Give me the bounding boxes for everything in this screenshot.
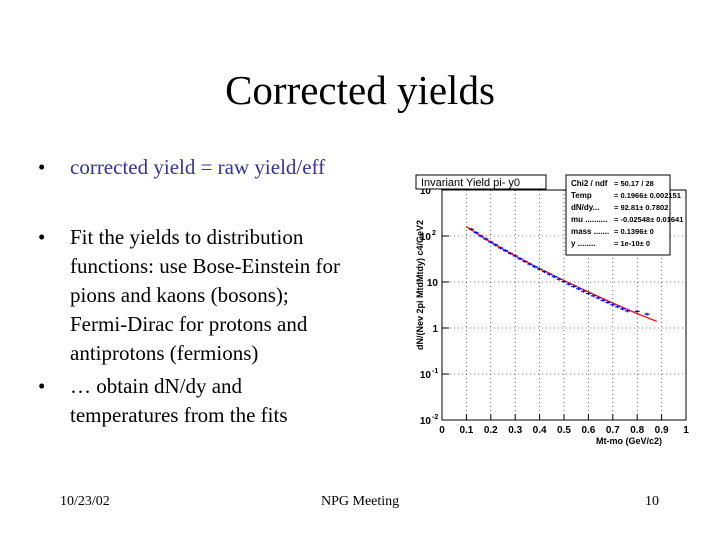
data-point [556, 277, 562, 281]
bullet-3-line-2: temperatures from the fits [70, 403, 288, 427]
x-axis: 0 0.1 0.2 0.3 0.4 0.5 0.6 0.7 0.8 0.9 1 [439, 414, 689, 436]
data-point [566, 282, 572, 286]
data-point [546, 272, 552, 276]
data-point [590, 294, 596, 298]
x-tick-label: 0.9 [655, 425, 669, 436]
bullet-2-text: Fit the yields to distribution functions… [70, 223, 340, 368]
bullet-2-line-4: Fermi-Dirac for protons and [70, 312, 308, 336]
y-tick-exponent: 2 [432, 230, 436, 237]
data-point [561, 280, 567, 284]
data-point [483, 237, 489, 241]
y-tick-exponent: -1 [432, 368, 438, 375]
data-point [512, 254, 518, 258]
data-point [605, 300, 611, 304]
data-point [541, 270, 547, 274]
data-point [502, 249, 508, 253]
y-tick-label: 1 [432, 324, 438, 335]
footer-date: 10/23/02 [60, 494, 110, 509]
y-tick-label: 10 [420, 232, 432, 243]
data-point [585, 292, 591, 296]
data-point [634, 309, 640, 313]
bullet-2-line-2: functions: use Bose-Einstein for [70, 254, 341, 278]
bullet-2-line-3: pions and kaons (bosons); [70, 283, 289, 307]
bullet-marker-2: • [38, 225, 46, 249]
data-point [581, 289, 587, 293]
data-point [600, 298, 606, 302]
stats-value: = 92.81± 0.7802 [614, 203, 668, 212]
y-tick-label: 10 [420, 370, 432, 381]
plot-figure: 10-210-1110102103 00.10.20.30.40.50.60.7… [406, 167, 690, 452]
data-point [595, 296, 601, 300]
stats-rows: Chi2 / ndf = 50.17 / 28 Temp = 0.1966± 0.00… [571, 179, 683, 248]
data-point [522, 259, 528, 263]
stats-label: y ........ [571, 239, 595, 248]
bullet-3-text: … obtain dN/dy and temperatures from the… [70, 372, 288, 430]
data-point [468, 227, 474, 231]
data-point [517, 257, 523, 261]
x-tick-label: 0 [439, 425, 445, 436]
bullet-1-text: corrected yield = raw yield/eff [70, 153, 325, 182]
footer-page: 10 [645, 494, 659, 509]
footer-center: NPG Meeting [321, 494, 400, 509]
x-tick-label: 0.2 [484, 425, 498, 436]
x-tick-label: 0.5 [557, 425, 571, 436]
bullet-1-line-1: corrected yield = raw yield/eff [70, 155, 326, 179]
data-point [488, 240, 494, 244]
slide-title: Corrected yields [225, 67, 495, 113]
y-axis-label: dN/(Nev 2pi MtdMtdy) c4/GeV2 [415, 220, 425, 350]
data-point [571, 284, 577, 288]
data-point [493, 243, 499, 247]
bullet-2-line-5: antiprotons (fermions) [70, 341, 259, 365]
x-tick-label: 1 [683, 425, 689, 436]
stats-value: = 1e-10± 0 [614, 239, 650, 248]
data-point [610, 303, 616, 307]
stats-box [565, 174, 671, 256]
x-axis-label: Mt-mo (GeV/c2) [596, 436, 662, 446]
stats-value: = 0.1396± 0 [614, 227, 654, 236]
plot-svg: 10-210-1110102103 00.10.20.30.40.50.60.7… [406, 167, 690, 452]
x-tick-label: 0.7 [606, 425, 620, 436]
stats-value: = 0.1966± 0.002151 [614, 191, 681, 200]
x-tick-label: 0.3 [508, 425, 522, 436]
data-point [551, 275, 557, 279]
data-point [478, 234, 484, 238]
data-point [624, 309, 630, 313]
bullet-3-line-1: … obtain dN/dy and [70, 374, 243, 398]
stats-label: mu .......... [571, 215, 607, 224]
stats-label: Temp [571, 191, 592, 200]
data-point [537, 267, 543, 271]
x-tick-label: 0.4 [533, 425, 547, 436]
stats-label: dN/dy... [571, 203, 599, 212]
data-point [527, 262, 533, 266]
data-points [468, 227, 650, 316]
y-axis: 10-210-1110102103 [420, 184, 449, 427]
bullet-marker-3: • [38, 374, 46, 398]
data-point [507, 251, 513, 255]
stats-label: Chi2 / ndf [571, 179, 608, 188]
data-point [576, 287, 582, 291]
y-tick-label: 10 [420, 186, 432, 197]
data-point [620, 307, 626, 311]
data-point [615, 305, 621, 309]
y-tick-label: 10 [427, 278, 439, 289]
x-tick-label: 0.8 [630, 425, 644, 436]
y-tick-label: 10 [420, 416, 432, 427]
data-point [532, 265, 538, 269]
title-box [415, 174, 547, 190]
stats-label: mass ....... [571, 227, 609, 236]
bullet-marker-1: • [38, 155, 46, 179]
stats-value: = -0.02548± 0.01641 [614, 215, 683, 224]
x-tick-label: 0.1 [459, 425, 473, 436]
stats-value: = 50.17 / 28 [614, 179, 654, 188]
plot-title: Invariant Yield pi- y0 [421, 177, 520, 189]
x-tick-label: 0.6 [581, 425, 595, 436]
bullet-2-line-1: Fit the yields to distribution [70, 225, 304, 249]
data-point [473, 231, 479, 235]
data-point [498, 246, 504, 250]
y-tick-exponent: -2 [432, 414, 438, 421]
data-point [644, 312, 650, 316]
